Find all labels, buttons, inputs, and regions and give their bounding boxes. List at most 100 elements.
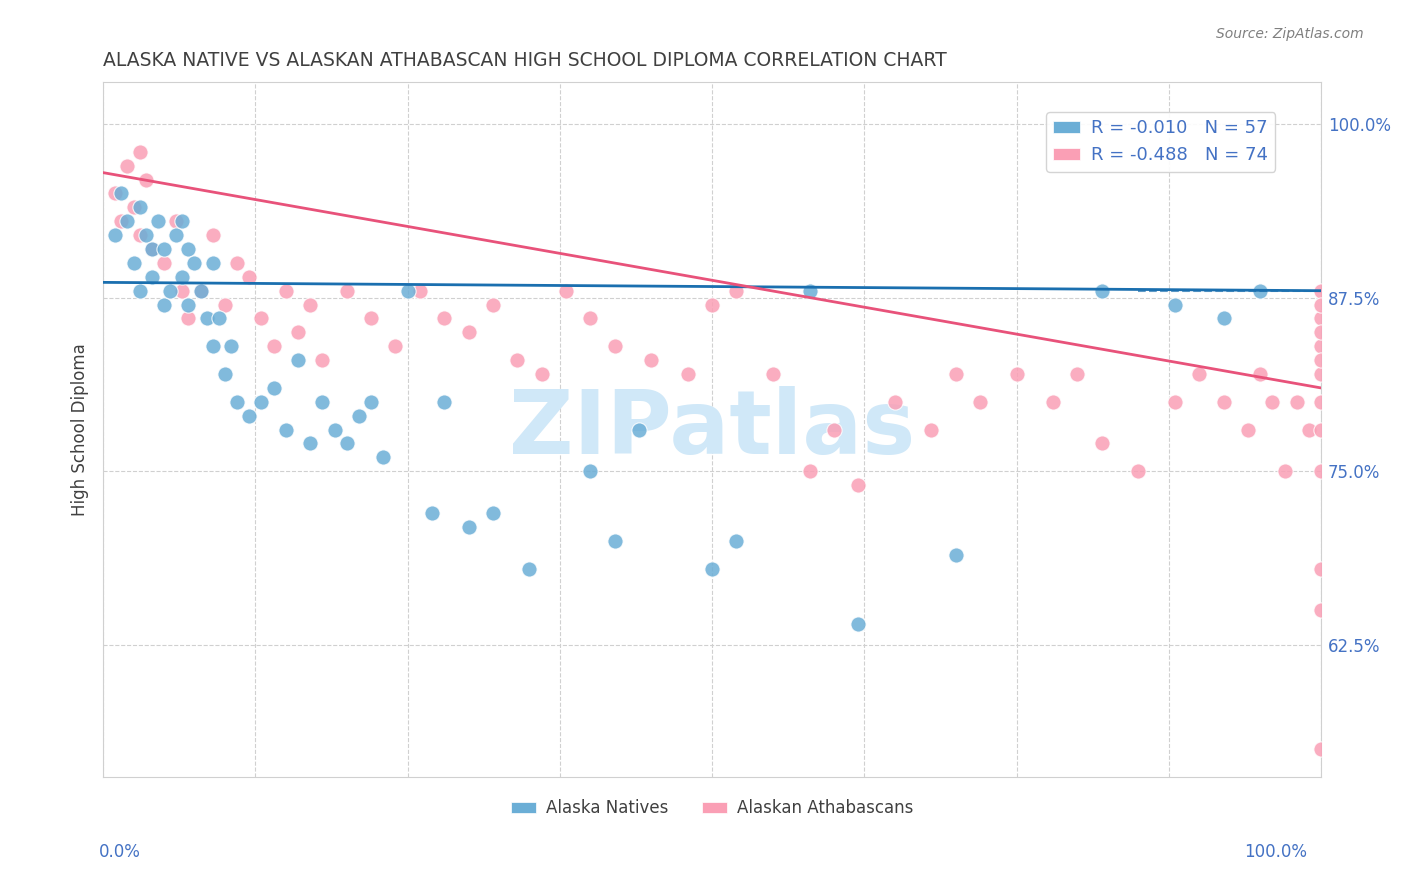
Point: [555, 284, 578, 298]
Point: [311, 394, 333, 409]
Point: [1298, 423, 1320, 437]
Point: [1164, 394, 1187, 409]
Point: [1310, 353, 1333, 368]
Legend: Alaska Natives, Alaskan Athabascans: Alaska Natives, Alaskan Athabascans: [505, 793, 920, 824]
Point: [1274, 464, 1296, 478]
Point: [384, 339, 406, 353]
Point: [799, 464, 821, 478]
Point: [1310, 339, 1333, 353]
Point: [969, 394, 991, 409]
Point: [823, 423, 845, 437]
Y-axis label: High School Diploma: High School Diploma: [72, 343, 89, 516]
Point: [172, 269, 194, 284]
Point: [299, 297, 322, 311]
Point: [208, 311, 231, 326]
Point: [1188, 367, 1211, 381]
Point: [1249, 367, 1271, 381]
Point: [135, 172, 157, 186]
Point: [762, 367, 785, 381]
Point: [603, 339, 626, 353]
Point: [1212, 311, 1234, 326]
Point: [482, 297, 505, 311]
Point: [725, 533, 748, 548]
Point: [226, 394, 249, 409]
Point: [128, 145, 150, 159]
Point: [883, 394, 905, 409]
Point: [141, 242, 163, 256]
Point: [165, 228, 187, 243]
Point: [172, 214, 194, 228]
Text: ZIPatlas: ZIPatlas: [509, 386, 915, 473]
Point: [1042, 394, 1064, 409]
Point: [1310, 423, 1333, 437]
Point: [846, 478, 869, 492]
Point: [299, 436, 322, 450]
Point: [640, 353, 662, 368]
Point: [146, 214, 169, 228]
Point: [141, 242, 163, 256]
Point: [190, 284, 212, 298]
Point: [177, 311, 200, 326]
Point: [110, 186, 132, 201]
Point: [159, 284, 181, 298]
Point: [104, 186, 127, 201]
Point: [172, 284, 194, 298]
Point: [122, 256, 145, 270]
Point: [141, 269, 163, 284]
Point: [700, 297, 723, 311]
Point: [183, 256, 205, 270]
Point: [311, 353, 333, 368]
Point: [1005, 367, 1028, 381]
Point: [920, 423, 942, 437]
Point: [1285, 394, 1308, 409]
Point: [457, 520, 479, 534]
Point: [700, 561, 723, 575]
Point: [725, 284, 748, 298]
Point: [153, 242, 176, 256]
Point: [530, 367, 553, 381]
Point: [274, 423, 297, 437]
Point: [945, 548, 967, 562]
Point: [165, 214, 187, 228]
Point: [336, 436, 359, 450]
Point: [117, 159, 139, 173]
Point: [603, 533, 626, 548]
Point: [579, 464, 602, 478]
Point: [1091, 436, 1114, 450]
Point: [238, 409, 260, 423]
Point: [128, 228, 150, 243]
Point: [122, 200, 145, 214]
Point: [846, 617, 869, 632]
Point: [1237, 423, 1260, 437]
Point: [1249, 284, 1271, 298]
Point: [214, 297, 236, 311]
Point: [153, 297, 176, 311]
Point: [396, 284, 419, 298]
Point: [1310, 311, 1333, 326]
Point: [1128, 464, 1150, 478]
Point: [360, 394, 382, 409]
Point: [195, 311, 218, 326]
Point: [409, 284, 432, 298]
Point: [177, 242, 200, 256]
Point: [110, 214, 132, 228]
Point: [482, 506, 505, 520]
Point: [226, 256, 249, 270]
Point: [135, 228, 157, 243]
Point: [506, 353, 529, 368]
Point: [1066, 367, 1088, 381]
Point: [433, 394, 456, 409]
Point: [153, 256, 176, 270]
Point: [336, 284, 359, 298]
Point: [287, 353, 309, 368]
Point: [1164, 297, 1187, 311]
Point: [190, 284, 212, 298]
Point: [117, 214, 139, 228]
Point: [238, 269, 260, 284]
Point: [457, 326, 479, 340]
Point: [1310, 394, 1333, 409]
Text: 100.0%: 100.0%: [1244, 843, 1308, 861]
Point: [676, 367, 699, 381]
Point: [1310, 284, 1333, 298]
Point: [945, 367, 967, 381]
